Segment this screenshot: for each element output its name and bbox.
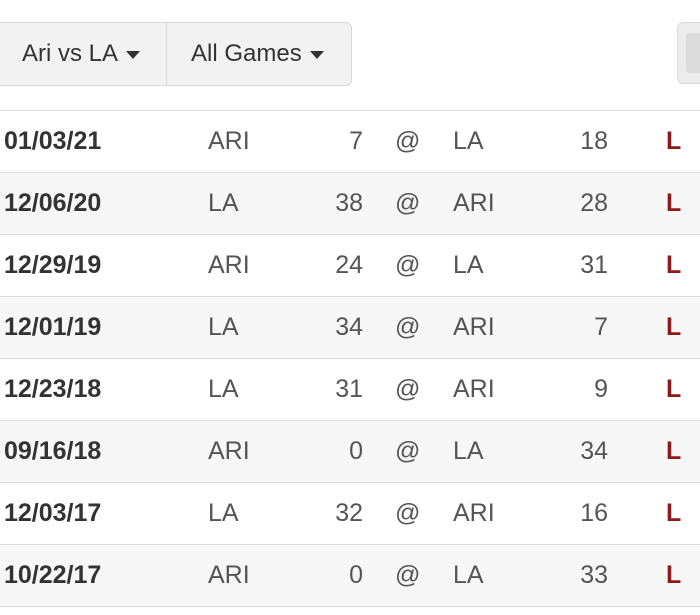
- table-row[interactable]: 12/23/18 LA 31 @ ARI 9 L: [0, 359, 700, 421]
- caret-down-icon: [309, 51, 324, 59]
- home-team: LA: [453, 127, 484, 155]
- away-team: LA: [208, 313, 239, 341]
- away-score: 34: [335, 313, 363, 341]
- matchup-dropdown-label: Ari vs LA: [22, 40, 119, 67]
- home-team: ARI: [453, 313, 495, 341]
- at-symbol: @: [395, 499, 421, 527]
- away-score: 7: [349, 127, 363, 155]
- away-score: 0: [349, 561, 363, 589]
- home-score: 33: [580, 561, 608, 589]
- table-row[interactable]: 10/22/17 ARI 0 @ LA 33 L: [0, 545, 700, 607]
- away-team: ARI: [208, 127, 250, 155]
- home-score: 16: [580, 499, 608, 527]
- caret-down-icon: [126, 51, 141, 59]
- home-score: 18: [580, 127, 608, 155]
- away-team: ARI: [208, 437, 250, 465]
- game-date: 12/23/18: [4, 375, 102, 403]
- home-score: 7: [594, 313, 608, 341]
- game-date: 12/29/19: [4, 251, 102, 279]
- game-result: L: [666, 375, 682, 403]
- away-score: 24: [335, 251, 363, 279]
- table-row[interactable]: 12/01/19 LA 34 @ ARI 7 L: [0, 297, 700, 359]
- away-team: LA: [208, 189, 239, 217]
- filter-bar: Ari vs LA All Games: [0, 22, 352, 86]
- home-score: 28: [580, 189, 608, 217]
- game-date: 10/22/17: [4, 561, 102, 589]
- at-symbol: @: [395, 251, 421, 279]
- home-score: 9: [594, 375, 608, 403]
- games-table: 01/03/21 ARI 7 @ LA 18 L 12/06/20 LA 38 …: [0, 110, 700, 607]
- home-team: ARI: [453, 375, 495, 403]
- away-score: 32: [335, 499, 363, 527]
- away-team: LA: [208, 499, 239, 527]
- game-result: L: [666, 499, 682, 527]
- at-symbol: @: [395, 189, 421, 217]
- at-symbol: @: [395, 437, 421, 465]
- games-filter-label: All Games: [191, 40, 302, 67]
- at-symbol: @: [395, 375, 421, 403]
- table-row[interactable]: 12/29/19 ARI 24 @ LA 31 L: [0, 235, 700, 297]
- table-row[interactable]: 12/03/17 LA 32 @ ARI 16 L: [0, 483, 700, 545]
- at-symbol: @: [395, 561, 421, 589]
- away-team: LA: [208, 375, 239, 403]
- home-team: LA: [453, 561, 484, 589]
- home-team: LA: [453, 251, 484, 279]
- game-result: L: [666, 437, 682, 465]
- home-team: ARI: [453, 499, 495, 527]
- home-team: ARI: [453, 189, 495, 217]
- home-team: LA: [453, 437, 484, 465]
- at-symbol: @: [395, 313, 421, 341]
- game-result: L: [666, 561, 682, 589]
- at-symbol: @: [395, 127, 421, 155]
- table-row[interactable]: 01/03/21 ARI 7 @ LA 18 L: [0, 111, 700, 173]
- away-score: 0: [349, 437, 363, 465]
- away-score: 31: [335, 375, 363, 403]
- away-team: ARI: [208, 561, 250, 589]
- cut-off-button[interactable]: [677, 22, 700, 84]
- away-team: ARI: [208, 251, 250, 279]
- table-row[interactable]: 09/16/18 ARI 0 @ LA 34 L: [0, 421, 700, 483]
- home-score: 31: [580, 251, 608, 279]
- game-date: 12/01/19: [4, 313, 102, 341]
- home-score: 34: [580, 437, 608, 465]
- game-result: L: [666, 251, 682, 279]
- away-score: 38: [335, 189, 363, 217]
- game-date: 09/16/18: [4, 437, 102, 465]
- matchup-dropdown[interactable]: Ari vs LA: [0, 23, 167, 85]
- games-filter-dropdown[interactable]: All Games: [167, 23, 351, 85]
- game-date: 12/06/20: [4, 189, 102, 217]
- game-date: 01/03/21: [4, 127, 102, 155]
- cut-off-button-inner: [686, 33, 700, 73]
- game-result: L: [666, 189, 682, 217]
- game-result: L: [666, 313, 682, 341]
- game-date: 12/03/17: [4, 499, 102, 527]
- game-result: L: [666, 127, 682, 155]
- table-row[interactable]: 12/06/20 LA 38 @ ARI 28 L: [0, 173, 700, 235]
